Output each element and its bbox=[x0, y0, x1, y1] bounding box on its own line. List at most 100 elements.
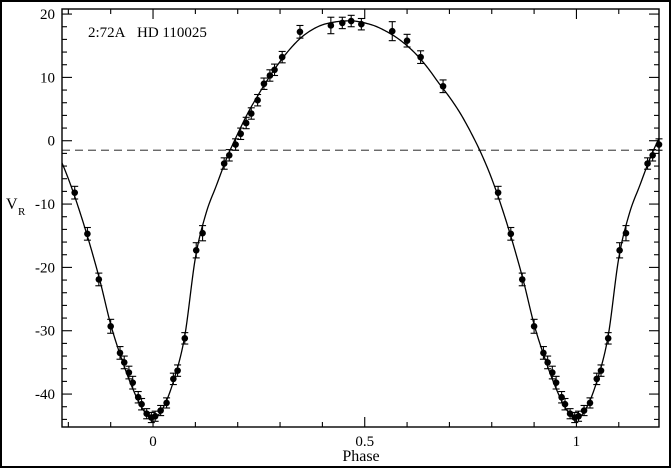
data-point bbox=[125, 365, 133, 380]
data-point bbox=[232, 138, 240, 151]
data-point-marker bbox=[174, 367, 181, 374]
star-name-label: HD 110025 bbox=[137, 25, 207, 41]
data-point bbox=[616, 242, 624, 259]
axes-ticks bbox=[62, 9, 659, 427]
orbital-model-curve bbox=[62, 20, 660, 420]
data-point-marker bbox=[552, 379, 560, 386]
data-point-marker bbox=[116, 349, 124, 357]
data-point bbox=[278, 50, 286, 64]
data-point-marker bbox=[494, 189, 502, 196]
data-point bbox=[254, 93, 262, 107]
data-point-marker bbox=[71, 189, 79, 196]
y-axis-label: V bbox=[6, 196, 18, 213]
data-point-marker bbox=[622, 229, 630, 237]
data-point-marker bbox=[580, 407, 588, 414]
data-point-marker bbox=[417, 53, 424, 61]
data-point bbox=[539, 346, 547, 360]
data-point bbox=[116, 346, 124, 360]
data-point-marker bbox=[84, 230, 91, 238]
data-point bbox=[296, 24, 304, 39]
data-point bbox=[174, 364, 182, 377]
data-point-marker bbox=[163, 399, 170, 407]
data-point-marker bbox=[242, 119, 250, 127]
data-point bbox=[181, 332, 189, 345]
model-curve-path bbox=[62, 20, 660, 420]
data-point-marker bbox=[507, 230, 515, 238]
y-tick-label: 10 bbox=[40, 70, 55, 86]
data-point-marker bbox=[260, 80, 268, 88]
data-point bbox=[518, 272, 526, 287]
data-point-marker bbox=[181, 335, 189, 342]
y-tick-label: -40 bbox=[35, 387, 55, 403]
data-point bbox=[417, 50, 425, 65]
data-point bbox=[388, 21, 396, 42]
data-points-layer bbox=[71, 14, 663, 424]
data-point-marker bbox=[593, 375, 601, 383]
data-point-marker bbox=[148, 414, 155, 421]
data-point bbox=[507, 226, 515, 241]
data-point-marker bbox=[530, 323, 538, 330]
data-point-marker bbox=[347, 17, 355, 25]
data-point-marker bbox=[278, 53, 286, 61]
data-point bbox=[192, 242, 200, 259]
x-tick-label: 1 bbox=[573, 434, 581, 450]
data-point-marker bbox=[644, 160, 651, 167]
data-point bbox=[494, 185, 502, 200]
data-point-marker bbox=[616, 247, 623, 254]
data-point-marker bbox=[107, 323, 114, 330]
data-point-marker bbox=[95, 276, 103, 283]
data-point bbox=[580, 404, 588, 417]
y-tick-label: 0 bbox=[48, 134, 56, 150]
data-point-marker bbox=[338, 19, 346, 27]
data-point bbox=[561, 397, 569, 411]
data-point-marker bbox=[266, 72, 274, 79]
data-point-marker bbox=[192, 247, 200, 254]
data-point-marker bbox=[129, 379, 137, 386]
data-point bbox=[271, 63, 279, 77]
data-point bbox=[247, 107, 255, 120]
data-point bbox=[622, 225, 630, 242]
data-point-marker bbox=[403, 37, 411, 44]
data-point bbox=[327, 16, 335, 35]
data-point-marker bbox=[388, 27, 396, 35]
data-point bbox=[597, 364, 605, 377]
x-axis-label: Phase bbox=[342, 448, 379, 465]
data-point-marker bbox=[254, 96, 261, 104]
data-point-marker bbox=[138, 400, 145, 408]
data-point-marker bbox=[544, 359, 551, 366]
data-point-marker bbox=[134, 393, 142, 401]
data-point bbox=[357, 17, 365, 31]
axes-frame bbox=[61, 8, 660, 428]
data-point bbox=[138, 397, 146, 411]
data-point-marker bbox=[549, 369, 556, 376]
y-tick-label: -10 bbox=[35, 197, 55, 213]
data-point bbox=[548, 365, 556, 380]
plot-frame bbox=[61, 8, 660, 428]
data-point-marker bbox=[439, 82, 447, 90]
axes-tick-labels: 0 0.5 1 20 10 0 -10 -20 -30 -40 bbox=[35, 7, 580, 450]
y-axis-label-subscript: R bbox=[18, 206, 26, 218]
x-tick-label: 0.5 bbox=[355, 434, 374, 450]
data-point bbox=[163, 397, 171, 409]
data-point-marker bbox=[561, 400, 569, 408]
data-point-marker bbox=[125, 369, 133, 376]
data-point-marker bbox=[571, 414, 579, 421]
data-point bbox=[260, 77, 268, 90]
data-point-marker bbox=[170, 375, 177, 383]
y-tick-label: -30 bbox=[35, 324, 55, 340]
data-point bbox=[544, 355, 552, 370]
data-point-marker bbox=[271, 66, 278, 74]
data-point bbox=[107, 318, 115, 334]
y-tick-label: 20 bbox=[40, 7, 55, 23]
data-point-marker bbox=[199, 229, 206, 237]
data-point bbox=[157, 404, 165, 417]
data-point bbox=[403, 33, 411, 48]
data-point-marker bbox=[247, 110, 255, 117]
data-point bbox=[237, 127, 245, 141]
plot-id-label: 2:72A bbox=[88, 25, 126, 41]
data-point bbox=[586, 397, 594, 409]
data-point-marker bbox=[586, 399, 594, 407]
data-point bbox=[129, 375, 137, 390]
